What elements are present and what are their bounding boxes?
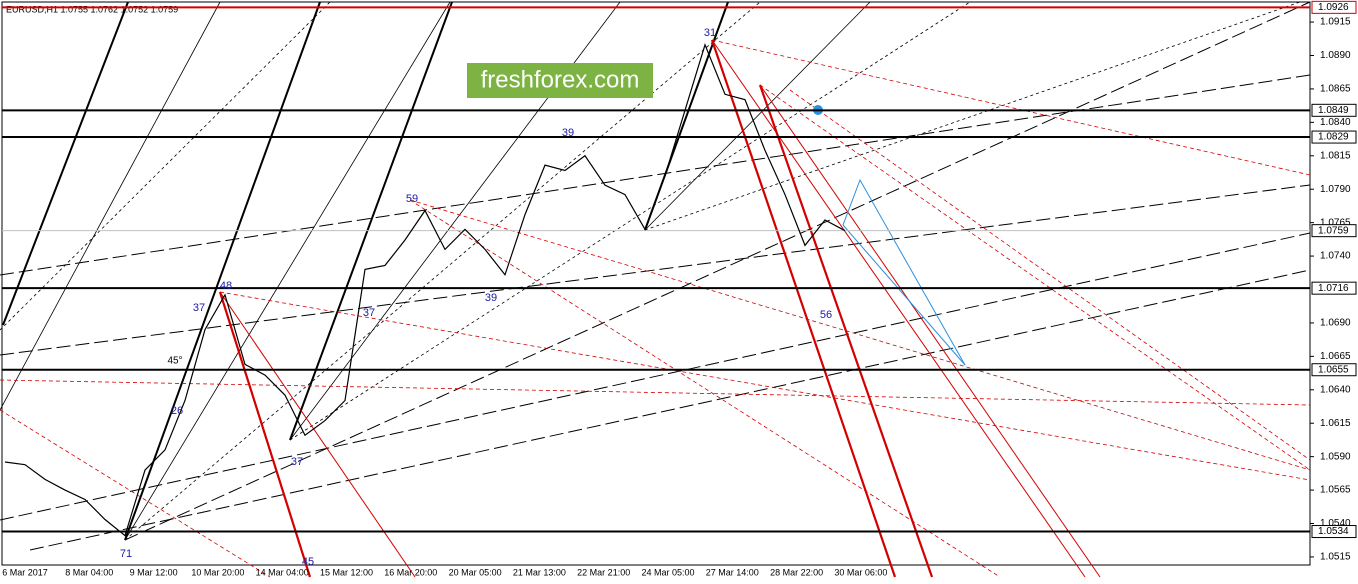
level-label: 1.0759 <box>1318 225 1349 236</box>
x-tick-label: 27 Mar 14:00 <box>706 567 759 577</box>
annotation: 37 <box>193 302 205 314</box>
y-tick-label: 1.0615 <box>1320 418 1351 429</box>
y-tick-label: 1.0840 <box>1320 117 1351 128</box>
x-tick-label: 14 Mar 04:00 <box>256 567 309 577</box>
level-label: 1.0534 <box>1318 526 1349 537</box>
annotation: 48 <box>220 280 232 292</box>
x-tick-label: 21 Mar 13:00 <box>513 567 566 577</box>
annotation: 39 <box>562 127 574 139</box>
level-label-box <box>1311 281 1357 295</box>
x-tick-label: 16 Mar 20:00 <box>384 567 437 577</box>
trend-lines <box>0 1 1311 578</box>
level-label-box <box>1311 525 1357 539</box>
x-tick-label: 24 Mar 05:00 <box>641 567 694 577</box>
x-tick-label: 10 Mar 20:00 <box>191 567 244 577</box>
y-tick-label: 1.0540 <box>1320 518 1351 529</box>
level-label-box <box>1311 103 1357 117</box>
level-label: 1.0655 <box>1318 364 1349 375</box>
price-line <box>4 42 846 537</box>
x-tick-label: 20 Mar 05:00 <box>449 567 502 577</box>
annotation: 45 <box>302 556 314 568</box>
level-label: 1.0849 <box>1318 105 1349 116</box>
y-tick-label: 1.0690 <box>1320 318 1351 329</box>
x-tick-label: 22 Mar 21:00 <box>577 567 630 577</box>
annotation: 31 <box>704 27 716 39</box>
y-tick-label: 1.0565 <box>1320 485 1351 496</box>
level-label-box <box>1311 224 1357 238</box>
annotation: 37 <box>363 307 375 319</box>
x-tick-label: 8 Mar 04:00 <box>65 567 113 577</box>
y-tick-label: 1.0640 <box>1320 384 1351 395</box>
y-tick-label: 1.0665 <box>1320 351 1351 362</box>
annotation: 56 <box>820 309 832 321</box>
y-tick-label: 1.0740 <box>1320 251 1351 262</box>
level-label-box <box>1311 0 1357 14</box>
annotation: 37 <box>291 456 303 468</box>
level-label: 1.0716 <box>1318 283 1349 294</box>
x-tick-label: 6 Mar 2017 <box>2 567 48 577</box>
annotation: 45° <box>167 356 182 367</box>
x-tick-label: 15 Mar 12:00 <box>320 567 373 577</box>
plot-frame <box>1 1 1311 566</box>
y-tick-label: 1.0590 <box>1320 451 1351 462</box>
annotation: 26 <box>171 405 183 417</box>
level-label-box <box>1311 130 1357 144</box>
y-tick-label: 1.0515 <box>1320 552 1351 563</box>
x-tick-label: 9 Mar 12:00 <box>130 567 178 577</box>
annotation: 39 <box>485 292 497 304</box>
level-label: 1.0926 <box>1318 2 1349 13</box>
x-tick-label: 28 Mar 22:00 <box>770 567 823 577</box>
y-tick-label: 1.0890 <box>1320 50 1351 61</box>
watermark: freshforex.com <box>481 66 640 93</box>
y-tick-label: 1.0765 <box>1320 217 1351 228</box>
level-label-box <box>1311 363 1357 377</box>
y-tick-label: 1.0915 <box>1320 17 1351 28</box>
watermark-box <box>467 63 653 98</box>
y-tick-label: 1.0790 <box>1320 184 1351 195</box>
y-tick-label: 1.0865 <box>1320 84 1351 95</box>
y-tick-label: 1.0815 <box>1320 150 1351 161</box>
level-label: 1.0829 <box>1318 132 1349 143</box>
annotation: 71 <box>120 548 132 560</box>
annotation: 59 <box>406 193 418 205</box>
x-tick-label: 30 Mar 06:00 <box>834 567 887 577</box>
header: EURUSD,H1 1.0755 1.0762 1.0752 1.0759 <box>6 4 178 14</box>
